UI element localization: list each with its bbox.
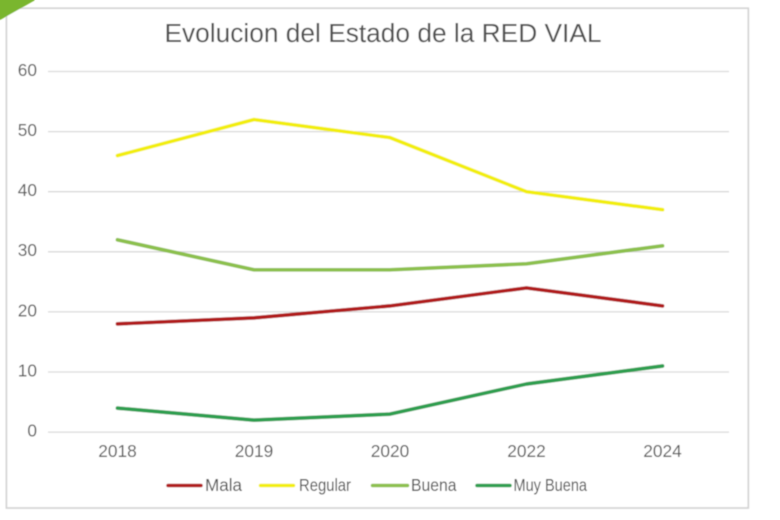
svg-text:10: 10 bbox=[18, 360, 37, 380]
svg-text:Evolucion del Estado de la RED: Evolucion del Estado de la RED VIAL bbox=[165, 20, 602, 48]
svg-text:60: 60 bbox=[18, 60, 37, 80]
svg-text:Regular: Regular bbox=[299, 475, 351, 495]
svg-text:20: 20 bbox=[18, 300, 37, 320]
svg-text:2019: 2019 bbox=[235, 441, 273, 461]
svg-text:2020: 2020 bbox=[371, 441, 409, 461]
svg-text:30: 30 bbox=[18, 240, 37, 260]
svg-text:0: 0 bbox=[27, 421, 37, 441]
svg-text:2022: 2022 bbox=[507, 441, 545, 461]
svg-text:Mala: Mala bbox=[205, 475, 242, 495]
svg-text:Muy Buena: Muy Buena bbox=[514, 475, 588, 495]
svg-text:2018: 2018 bbox=[98, 441, 136, 461]
svg-text:Buena: Buena bbox=[411, 475, 457, 495]
svg-text:40: 40 bbox=[18, 180, 37, 200]
svg-text:2024: 2024 bbox=[643, 441, 682, 461]
svg-text:50: 50 bbox=[18, 120, 37, 140]
